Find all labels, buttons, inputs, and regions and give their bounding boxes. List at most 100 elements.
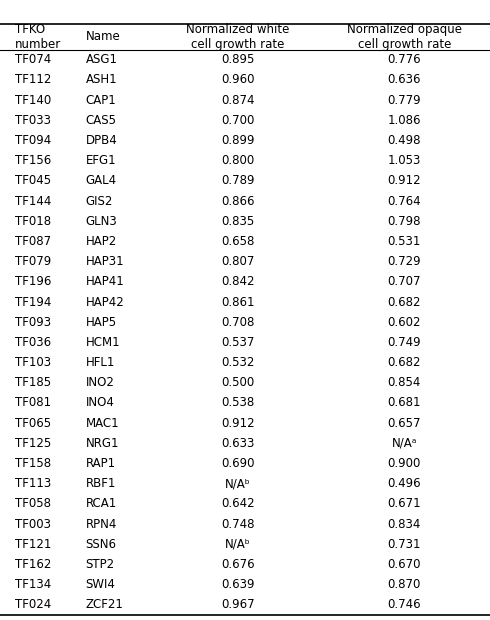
Text: 0.842: 0.842 (221, 275, 254, 288)
Text: 0.746: 0.746 (388, 598, 421, 611)
Text: 0.912: 0.912 (388, 174, 421, 187)
Text: TF058: TF058 (15, 497, 50, 510)
Text: TF144: TF144 (15, 195, 51, 208)
Text: TF065: TF065 (15, 417, 51, 430)
Text: N/Aᵇ: N/Aᵇ (225, 538, 250, 551)
Text: 0.912: 0.912 (221, 417, 254, 430)
Text: 0.895: 0.895 (221, 53, 254, 66)
Text: GAL4: GAL4 (86, 174, 117, 187)
Text: 0.854: 0.854 (388, 376, 421, 389)
Text: 0.670: 0.670 (388, 558, 421, 571)
Text: 0.748: 0.748 (221, 518, 254, 531)
Text: ASH1: ASH1 (86, 73, 118, 86)
Text: 0.496: 0.496 (388, 477, 421, 490)
Text: SSN6: SSN6 (86, 538, 117, 551)
Text: Name: Name (86, 30, 121, 43)
Text: 0.870: 0.870 (388, 578, 421, 591)
Text: INO2: INO2 (86, 376, 115, 389)
Text: CAS5: CAS5 (86, 114, 117, 126)
Text: 0.498: 0.498 (388, 134, 421, 147)
Text: TF134: TF134 (15, 578, 51, 591)
Text: N/Aᵃ: N/Aᵃ (392, 437, 417, 450)
Text: HAP41: HAP41 (86, 275, 124, 288)
Text: SWI4: SWI4 (86, 578, 116, 591)
Text: N/Aᵇ: N/Aᵇ (225, 477, 250, 490)
Text: TF125: TF125 (15, 437, 51, 450)
Text: ASG1: ASG1 (86, 53, 118, 66)
Text: HCM1: HCM1 (86, 336, 121, 349)
Text: 0.749: 0.749 (388, 336, 421, 349)
Text: TF196: TF196 (15, 275, 51, 288)
Text: 1.053: 1.053 (388, 154, 421, 167)
Text: 0.866: 0.866 (221, 195, 254, 208)
Text: MAC1: MAC1 (86, 417, 120, 430)
Text: 0.779: 0.779 (388, 94, 421, 107)
Text: 0.690: 0.690 (221, 457, 254, 470)
Text: INO4: INO4 (86, 397, 115, 409)
Text: STP2: STP2 (86, 558, 115, 571)
Text: TFKO
number: TFKO number (15, 22, 61, 51)
Text: 1.086: 1.086 (388, 114, 421, 126)
Text: TF158: TF158 (15, 457, 51, 470)
Text: 0.538: 0.538 (221, 397, 254, 409)
Text: 0.682: 0.682 (388, 356, 421, 369)
Text: 0.798: 0.798 (388, 215, 421, 228)
Text: 0.729: 0.729 (388, 255, 421, 268)
Text: TF036: TF036 (15, 336, 51, 349)
Text: RBF1: RBF1 (86, 477, 116, 490)
Text: 0.537: 0.537 (221, 336, 254, 349)
Text: TF045: TF045 (15, 174, 51, 187)
Text: 0.764: 0.764 (388, 195, 421, 208)
Text: 0.657: 0.657 (388, 417, 421, 430)
Text: TF033: TF033 (15, 114, 50, 126)
Text: 0.960: 0.960 (221, 73, 254, 86)
Text: 0.639: 0.639 (221, 578, 254, 591)
Text: 0.834: 0.834 (388, 518, 421, 531)
Text: 0.636: 0.636 (388, 73, 421, 86)
Text: 0.633: 0.633 (221, 437, 254, 450)
Text: EFG1: EFG1 (86, 154, 116, 167)
Text: 0.671: 0.671 (388, 497, 421, 510)
Text: 0.874: 0.874 (221, 94, 254, 107)
Text: 0.967: 0.967 (221, 598, 254, 611)
Text: 0.731: 0.731 (388, 538, 421, 551)
Text: TF121: TF121 (15, 538, 51, 551)
Text: 0.800: 0.800 (221, 154, 254, 167)
Text: TF156: TF156 (15, 154, 51, 167)
Text: RCA1: RCA1 (86, 497, 117, 510)
Text: Normalized white
cell growth rate: Normalized white cell growth rate (186, 22, 289, 51)
Text: GIS2: GIS2 (86, 195, 113, 208)
Text: HAP5: HAP5 (86, 316, 117, 329)
Text: 0.861: 0.861 (221, 296, 254, 309)
Text: TF094: TF094 (15, 134, 51, 147)
Text: HAP2: HAP2 (86, 235, 117, 248)
Text: 0.500: 0.500 (221, 376, 254, 389)
Text: TF103: TF103 (15, 356, 51, 369)
Text: RPN4: RPN4 (86, 518, 117, 531)
Text: HAP42: HAP42 (86, 296, 124, 309)
Text: TF140: TF140 (15, 94, 51, 107)
Text: 0.835: 0.835 (221, 215, 254, 228)
Text: 0.682: 0.682 (388, 296, 421, 309)
Text: TF024: TF024 (15, 598, 51, 611)
Text: 0.681: 0.681 (388, 397, 421, 409)
Text: TF112: TF112 (15, 73, 51, 86)
Text: 0.807: 0.807 (221, 255, 254, 268)
Text: 0.676: 0.676 (221, 558, 254, 571)
Text: 0.708: 0.708 (221, 316, 254, 329)
Text: DPB4: DPB4 (86, 134, 118, 147)
Text: TF194: TF194 (15, 296, 51, 309)
Text: TF081: TF081 (15, 397, 51, 409)
Text: TF074: TF074 (15, 53, 51, 66)
Text: NRG1: NRG1 (86, 437, 119, 450)
Text: TF093: TF093 (15, 316, 51, 329)
Text: TF018: TF018 (15, 215, 51, 228)
Text: HAP31: HAP31 (86, 255, 124, 268)
Text: GLN3: GLN3 (86, 215, 118, 228)
Text: TF162: TF162 (15, 558, 51, 571)
Text: 0.602: 0.602 (388, 316, 421, 329)
Text: RAP1: RAP1 (86, 457, 116, 470)
Text: 0.531: 0.531 (388, 235, 421, 248)
Text: TF113: TF113 (15, 477, 51, 490)
Text: 0.900: 0.900 (388, 457, 421, 470)
